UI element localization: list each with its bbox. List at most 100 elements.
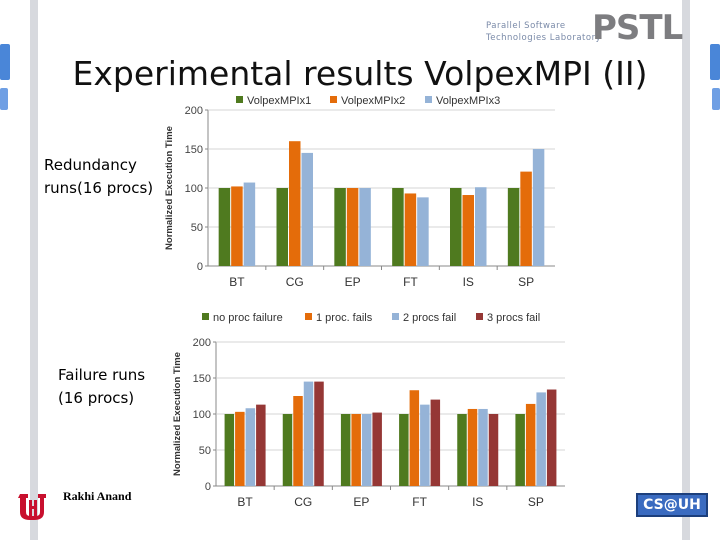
failure-label: Failure runs (16 procs) (58, 366, 146, 407)
legend-swatch-1 (202, 313, 209, 320)
redundancy-label: Redundancy runs(16 procs) (44, 156, 154, 197)
y-tick-label: 50 (199, 445, 211, 457)
legend-label-3: VolpexMPIx3 (436, 95, 500, 107)
bar-EP-1 (340, 414, 351, 486)
legend-label-3: 2 procs fail (403, 312, 456, 324)
y-tick-label: 50 (191, 222, 203, 234)
legend-label-2: 1 proc. fails (316, 312, 373, 324)
bar-BT-3 (243, 182, 256, 266)
bar-CG-3 (301, 152, 313, 266)
bar-FT-4 (430, 399, 441, 486)
lab-name: Parallel Software Technologies Laborator… (486, 20, 601, 44)
author-name: Rakhi Anand (63, 489, 132, 503)
bar-EP-4 (372, 412, 382, 486)
legend-label-4: 3 procs fail (487, 312, 540, 324)
y-tick-label: 200 (193, 337, 211, 349)
x-tick-label: SP (518, 275, 534, 289)
y-axis-label: Normalized Execution Time (172, 352, 183, 476)
x-tick-label: CG (286, 275, 304, 289)
bar-SP-2 (525, 403, 536, 486)
bar-EP-3 (359, 188, 371, 266)
legend-label-1: VolpexMPIx1 (247, 95, 311, 107)
legend-swatch-2 (305, 313, 312, 320)
bar-IS-1 (450, 188, 462, 266)
bar-CG-3 (303, 381, 314, 486)
bar-FT-1 (399, 414, 409, 486)
bar-FT-1 (392, 188, 404, 266)
legend-swatch-1 (236, 96, 243, 103)
x-tick-label: EP (353, 495, 369, 509)
bar-EP-3 (361, 414, 372, 486)
y-axis-label: Normalized Execution Time (164, 126, 175, 250)
legend-swatch-2 (330, 96, 337, 103)
bar-SP-3 (532, 149, 545, 266)
bar-IS-4 (488, 414, 499, 486)
bar-BT-1 (218, 188, 231, 266)
bar-FT-2 (404, 193, 417, 266)
bar-BT-2 (235, 411, 245, 486)
bar-BT-2 (231, 186, 243, 266)
bar-IS-2 (462, 195, 474, 266)
bar-BT-1 (224, 414, 235, 486)
pstl-logo: PSTL (592, 8, 683, 48)
legend-label-1: no proc failure (213, 312, 283, 324)
y-tick-label: 150 (193, 373, 211, 385)
bar-FT-3 (417, 197, 429, 266)
x-tick-label: EP (345, 275, 361, 289)
x-tick-label: IS (463, 275, 474, 289)
chart-2-group: 0 50 100 150 200 Normalized Execution Time BT C… (172, 312, 565, 509)
bar-SP-1 (507, 188, 520, 266)
left-accent-tab-small (0, 88, 8, 110)
lab-name-line2: Technologies Laboratory (486, 33, 602, 43)
bar-FT-3 (420, 404, 430, 486)
x-tick-label: BT (229, 275, 245, 289)
bar-IS-3 (475, 187, 487, 266)
bar-CG-1 (282, 414, 293, 486)
y-tick-label: 100 (193, 409, 211, 421)
bar-SP-4 (546, 389, 557, 486)
x-tick-label: FT (412, 495, 427, 509)
cs-uh-logo: CS@UH (636, 493, 708, 517)
bar-CG-1 (276, 188, 288, 266)
bar-CG-2 (289, 141, 301, 266)
y-tick-label: 100 (185, 183, 203, 195)
bar-IS-3 (478, 408, 488, 486)
bar-EP-1 (334, 188, 346, 266)
bar-FT-2 (409, 390, 420, 486)
lab-name-line1: Parallel Software (486, 21, 566, 31)
right-accent-tab (710, 44, 720, 80)
bar-IS-2 (467, 408, 478, 486)
legend-label-2: VolpexMPIx2 (341, 95, 405, 107)
right-accent-tab-small (712, 88, 720, 110)
y-tick-label: 150 (185, 144, 203, 156)
bar-CG-2 (293, 396, 303, 486)
bar-BT-4 (256, 404, 266, 486)
left-accent-tab (0, 44, 10, 80)
slide-title: Experimental results VolpexMPI (II) (72, 54, 648, 93)
uh-logo-icon (18, 494, 46, 520)
chart-1-group: 0 50 100 150 200 Normalized Execution Time BT C… (164, 95, 555, 289)
bar-SP-2 (520, 171, 532, 266)
bar-EP-2 (346, 188, 359, 266)
bar-SP-3 (536, 392, 546, 486)
x-tick-label: IS (472, 495, 483, 509)
left-frame-bar (30, 0, 38, 540)
legend-swatch-3 (392, 313, 399, 320)
x-tick-label: SP (528, 495, 544, 509)
legend-swatch-3 (425, 96, 432, 103)
y-tick-label: 0 (205, 481, 211, 493)
y-tick-label: 0 (197, 261, 203, 273)
right-frame-bar (682, 0, 690, 540)
bar-SP-1 (515, 414, 525, 486)
bar-IS-1 (457, 414, 467, 486)
bar-CG-4 (314, 381, 324, 486)
x-tick-label: FT (403, 275, 418, 289)
bar-EP-2 (351, 414, 361, 486)
x-tick-label: CG (294, 495, 312, 509)
bar-BT-3 (245, 408, 256, 486)
x-tick-label: BT (237, 495, 253, 509)
y-tick-label: 200 (185, 105, 203, 117)
legend-swatch-4 (476, 313, 483, 320)
